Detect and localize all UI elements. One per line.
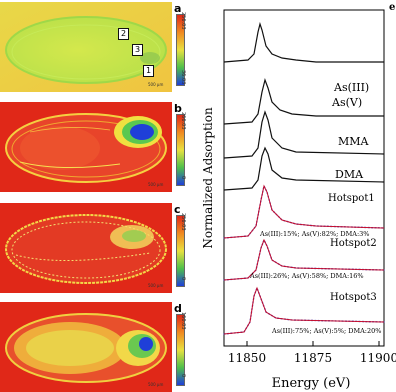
scalebar-label-d: 500 µm bbox=[148, 382, 164, 387]
panel-letter-c: c bbox=[174, 203, 181, 216]
scale-max-c: 256.03 bbox=[180, 213, 186, 231]
xanes-spectra-panel: e Normalized Adsorption Energy (eV) 1185… bbox=[201, 2, 396, 391]
map-image-d bbox=[0, 302, 172, 392]
panel-letter-b: b bbox=[174, 102, 182, 115]
scale-max-b: 266.03 bbox=[180, 112, 186, 130]
x-tick-11875: 11875 bbox=[294, 351, 332, 365]
map-image-c bbox=[0, 203, 172, 293]
composition-hotspot1: As(III):15%; As(V):82%; DMA:3% bbox=[259, 230, 369, 238]
scale-min-d: 0 bbox=[180, 374, 186, 378]
composition-hotspot3: As(III):75%; As(V):5%; DMA:20% bbox=[271, 327, 381, 335]
map-image-b bbox=[0, 102, 172, 192]
panel-letter-a: a bbox=[174, 2, 182, 15]
scale-max-d: 160.03 bbox=[180, 312, 186, 330]
hotspot3-fit bbox=[223, 286, 385, 335]
map-panel-b: 500 µm bbox=[0, 102, 172, 192]
x-ticks: 11850 11875 11900 bbox=[228, 341, 396, 365]
scalebar-label-c: 500 µm bbox=[148, 283, 164, 288]
scalebar-label-a: 500 µm bbox=[148, 82, 164, 87]
scale-max-a: 256.03 bbox=[180, 12, 186, 30]
label-hotspot1: Hotspot1 bbox=[328, 193, 375, 204]
hotspot1-fit bbox=[223, 184, 385, 239]
label-dma: DMA bbox=[335, 168, 364, 181]
label-hotspot2: Hotspot2 bbox=[330, 238, 377, 249]
label-mma: MMA bbox=[338, 135, 370, 148]
scale-min-a: 36.03 bbox=[180, 70, 186, 85]
y-axis-label: Normalized Adsorption bbox=[201, 107, 215, 249]
color-scale-d bbox=[176, 314, 185, 386]
xanes-frame bbox=[223, 9, 385, 347]
roi-label-3: 3 bbox=[132, 44, 143, 56]
label-hotspot3: Hotspot3 bbox=[330, 292, 377, 303]
scale-min-c: 0 bbox=[180, 277, 186, 281]
map-panel-a: 2 3 1 500 µm bbox=[0, 2, 172, 92]
map-panel-d: 500 µm bbox=[0, 302, 172, 392]
x-tick-11900: 11900 bbox=[360, 351, 396, 365]
scale-min-b: 0 bbox=[180, 176, 186, 180]
spectrum-as-iii bbox=[223, 21, 384, 63]
map-image-a bbox=[0, 2, 172, 92]
roi-label-2: 2 bbox=[118, 28, 129, 40]
x-tick-11850: 11850 bbox=[228, 351, 266, 365]
spectrum-dma bbox=[223, 146, 385, 191]
composition-hotspot2: As(III):26%; As(V):58%; DMA:16% bbox=[249, 272, 364, 280]
roi-label-1: 1 bbox=[143, 65, 154, 77]
hotspot2-fit bbox=[223, 238, 385, 281]
map-panel-c: 500 µm bbox=[0, 203, 172, 293]
scalebar-label-b: 500 µm bbox=[148, 182, 164, 187]
label-as-v: As(V) bbox=[331, 96, 362, 109]
color-scale-b bbox=[176, 114, 185, 186]
panel-letter-e: e bbox=[389, 2, 395, 13]
color-scale-a bbox=[176, 14, 185, 86]
panel-letter-d: d bbox=[174, 302, 182, 315]
color-scale-c bbox=[176, 215, 185, 287]
x-axis-label: Energy (eV) bbox=[272, 376, 351, 391]
spectrum-mma bbox=[223, 110, 385, 159]
spectrum-as-v bbox=[223, 77, 384, 125]
label-as-iii: As(III) bbox=[333, 81, 369, 94]
